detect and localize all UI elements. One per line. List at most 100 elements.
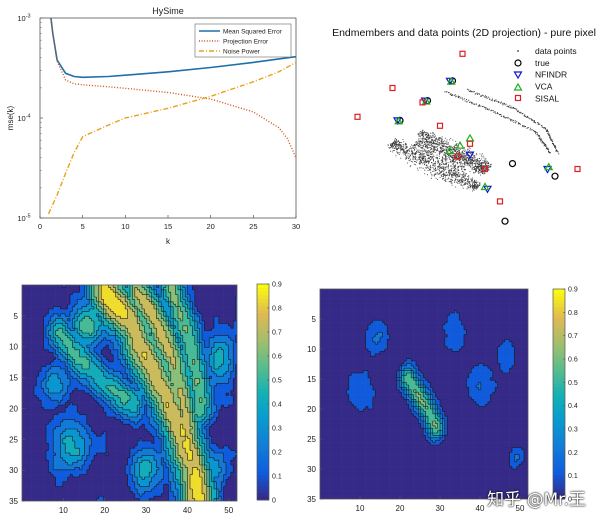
map1-cell	[192, 393, 196, 396]
map1-cell	[84, 376, 88, 379]
map1-cell	[226, 301, 229, 305]
map1-cell	[173, 297, 176, 300]
map1-cell	[173, 313, 176, 317]
map1-cell	[206, 313, 210, 317]
map1-cell	[187, 373, 191, 377]
map1-cell	[62, 347, 66, 351]
map1-cell	[29, 349, 32, 353]
map1-cell	[187, 306, 191, 310]
map1-cell	[31, 285, 35, 288]
map1-cell	[214, 342, 217, 346]
map1-cell	[31, 347, 35, 351]
map1-cell	[178, 366, 181, 370]
map1-cell	[214, 371, 217, 375]
map1-cell	[70, 318, 73, 322]
map1-cell	[132, 388, 136, 391]
map1-cell	[149, 412, 152, 415]
map1-cell	[137, 333, 140, 336]
map1-cell	[58, 412, 61, 415]
map1-cell	[216, 289, 220, 293]
map1-cell	[139, 292, 143, 295]
map1-cell	[187, 309, 191, 312]
map1-cell	[53, 385, 56, 389]
marker-vca-5	[544, 162, 554, 171]
map1-cell	[55, 304, 59, 307]
map1-cell	[22, 395, 25, 399]
map1-cell	[139, 352, 143, 355]
legend-true-label: true	[535, 58, 550, 68]
map1-cell	[163, 383, 167, 387]
marker-sisal-0	[354, 113, 361, 120]
map1-cell	[139, 405, 143, 408]
map1-cell	[82, 397, 85, 401]
map1-cell	[48, 376, 52, 379]
map1-cell	[77, 354, 80, 358]
map1-cell	[149, 364, 152, 367]
map1-cell	[89, 409, 92, 413]
marker-true-5	[501, 217, 509, 225]
map1-cell	[197, 409, 200, 413]
map1-cell	[139, 347, 143, 351]
map1-cell	[72, 385, 76, 389]
map1-cell	[182, 407, 186, 411]
map1-cell	[62, 388, 66, 391]
map1-cell	[175, 388, 179, 391]
map1-cell	[67, 335, 71, 339]
map1-cell	[199, 412, 203, 415]
map1-cell	[65, 378, 68, 382]
map1-cell	[115, 328, 119, 331]
map1-cell	[175, 361, 179, 365]
map1-cell	[235, 318, 237, 322]
map1-cell	[226, 361, 229, 365]
map1-cell	[26, 306, 30, 310]
map1-cell	[142, 349, 145, 353]
map1-cell	[58, 393, 61, 396]
map1-cell	[43, 390, 47, 394]
map1-cell	[38, 359, 42, 363]
map1-cell	[197, 285, 200, 288]
map1-cell	[187, 321, 191, 324]
map1-cell	[22, 364, 25, 367]
map1-cell	[182, 354, 186, 358]
map1-cell	[118, 325, 121, 329]
map1-cell	[144, 361, 148, 365]
map1-cell	[151, 342, 155, 346]
map1-cell	[62, 340, 66, 343]
map1-cell	[53, 299, 56, 303]
map1-cell	[202, 347, 205, 351]
map1-cell	[89, 318, 92, 322]
map1-cell	[132, 333, 136, 336]
map1-cell	[62, 414, 66, 418]
map1-cell	[158, 292, 162, 295]
map1-cell	[146, 376, 150, 379]
map1-cell	[74, 361, 78, 365]
map1-cell	[223, 292, 227, 295]
map1-cell	[233, 333, 236, 336]
map1-cell	[72, 299, 76, 303]
map1-cell	[190, 337, 193, 341]
map1-cell	[86, 402, 90, 406]
map1-cell	[170, 345, 174, 348]
map1-cell	[22, 369, 25, 372]
map1-cell	[192, 357, 196, 360]
map1-cell	[163, 395, 167, 399]
map1-cell	[118, 405, 121, 408]
map1-cell	[233, 402, 236, 406]
map1-cell	[38, 311, 42, 315]
map1-cell	[108, 311, 112, 315]
map1-cell	[84, 381, 88, 384]
map1-cell	[146, 345, 150, 348]
map1-cell	[178, 345, 181, 348]
map1-cell	[130, 289, 133, 293]
map1-cell	[110, 328, 114, 331]
legend-vca-label: VCA	[535, 82, 553, 92]
map1-cell	[228, 390, 232, 394]
map1-cell	[84, 330, 88, 334]
map1-cell	[86, 316, 90, 319]
map1-cell	[192, 390, 196, 394]
map1-cell	[233, 325, 236, 329]
map1-cell	[134, 405, 138, 408]
map1-cell	[108, 400, 112, 403]
map1-cell	[137, 397, 140, 401]
map1-cell	[120, 294, 124, 298]
